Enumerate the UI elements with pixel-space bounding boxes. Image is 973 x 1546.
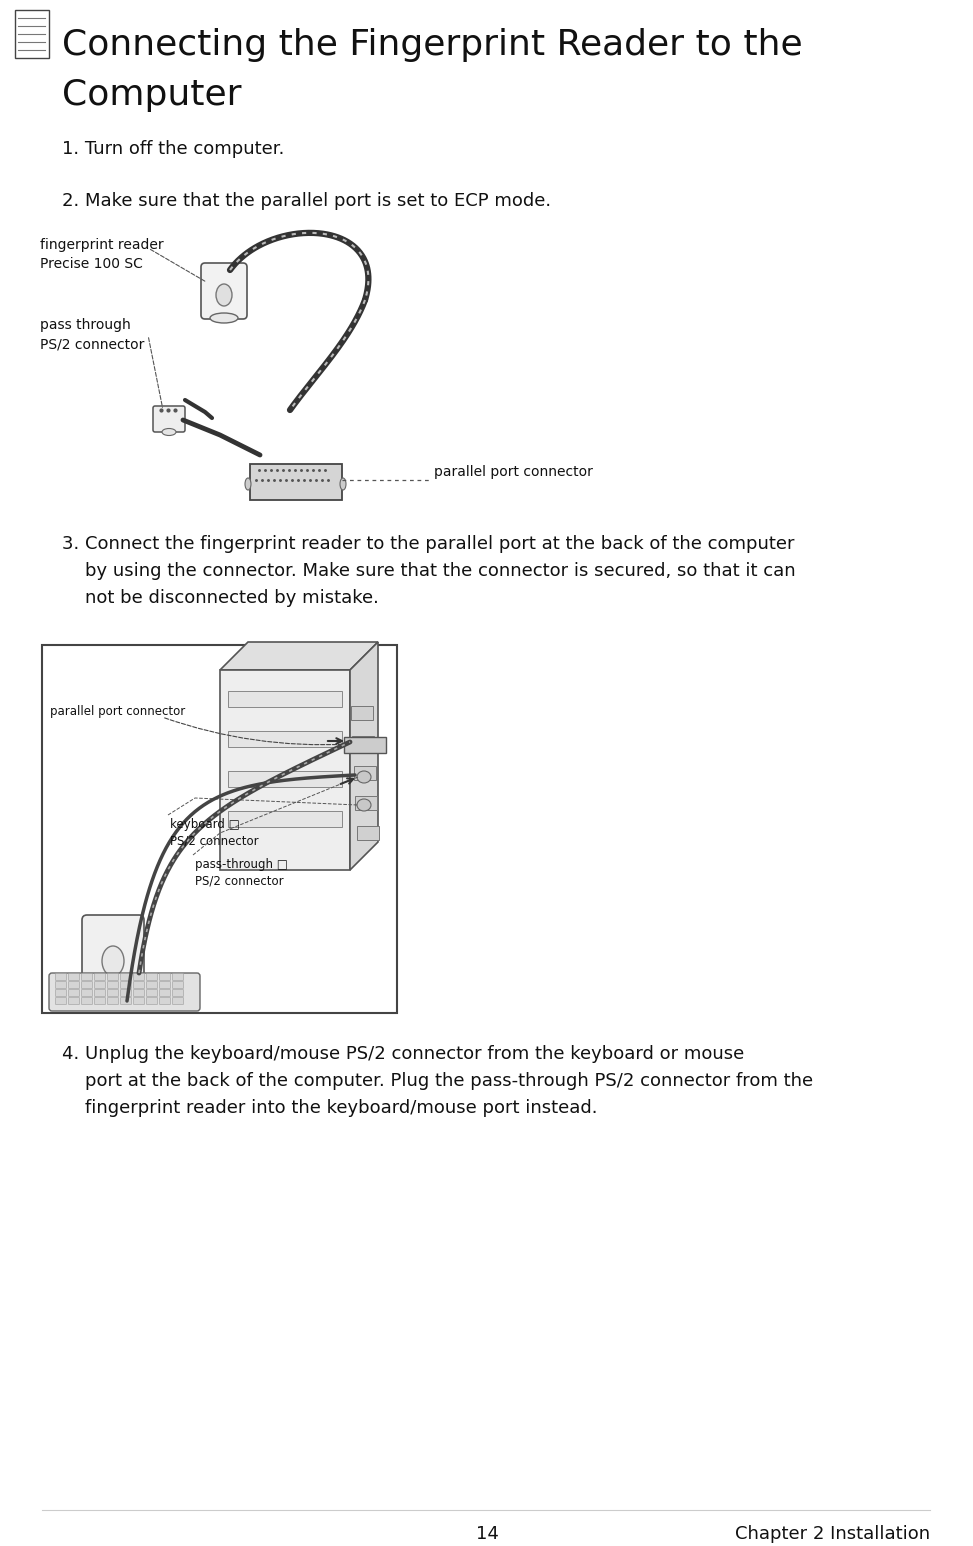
FancyBboxPatch shape (344, 737, 386, 753)
FancyBboxPatch shape (107, 982, 119, 988)
Polygon shape (220, 642, 378, 669)
Text: Chapter 2 Installation: Chapter 2 Installation (735, 1524, 930, 1543)
FancyBboxPatch shape (160, 982, 170, 988)
Bar (355, 796, 377, 810)
FancyBboxPatch shape (82, 974, 92, 980)
FancyBboxPatch shape (133, 974, 145, 980)
FancyBboxPatch shape (107, 989, 119, 997)
FancyBboxPatch shape (94, 989, 105, 997)
Ellipse shape (216, 284, 232, 306)
Text: 1. Turn off the computer.: 1. Turn off the computer. (62, 141, 284, 158)
FancyBboxPatch shape (147, 997, 158, 1005)
Bar (228, 731, 342, 747)
FancyBboxPatch shape (68, 974, 80, 980)
Bar (357, 826, 379, 839)
FancyBboxPatch shape (55, 997, 66, 1005)
FancyBboxPatch shape (107, 974, 119, 980)
Text: pass through
PS/2 connector: pass through PS/2 connector (40, 318, 144, 351)
Ellipse shape (102, 946, 124, 976)
FancyBboxPatch shape (250, 464, 342, 499)
FancyBboxPatch shape (201, 263, 247, 318)
FancyBboxPatch shape (68, 997, 80, 1005)
FancyBboxPatch shape (133, 982, 145, 988)
Bar (228, 691, 342, 707)
Polygon shape (220, 669, 350, 870)
FancyBboxPatch shape (55, 989, 66, 997)
Text: fingerprint reader into the keyboard/mouse port instead.: fingerprint reader into the keyboard/mou… (62, 1099, 597, 1118)
FancyBboxPatch shape (121, 974, 131, 980)
Bar (228, 771, 342, 787)
FancyBboxPatch shape (172, 974, 184, 980)
Text: pass-through □
PS/2 connector: pass-through □ PS/2 connector (195, 858, 288, 887)
FancyBboxPatch shape (160, 974, 170, 980)
Ellipse shape (245, 478, 251, 490)
FancyBboxPatch shape (68, 989, 80, 997)
FancyBboxPatch shape (94, 974, 105, 980)
FancyBboxPatch shape (121, 997, 131, 1005)
Text: fingerprint reader
Precise 100 SC: fingerprint reader Precise 100 SC (40, 238, 163, 272)
FancyBboxPatch shape (133, 989, 145, 997)
FancyBboxPatch shape (121, 989, 131, 997)
FancyBboxPatch shape (49, 972, 200, 1011)
Text: port at the back of the computer. Plug the pass-through PS/2 connector from the: port at the back of the computer. Plug t… (62, 1071, 813, 1090)
Text: by using the connector. Make sure that the connector is secured, so that it can: by using the connector. Make sure that t… (62, 563, 796, 580)
FancyBboxPatch shape (94, 997, 105, 1005)
Ellipse shape (210, 312, 238, 323)
Text: keyboard □
PS/2 connector: keyboard □ PS/2 connector (170, 818, 259, 849)
FancyBboxPatch shape (82, 982, 92, 988)
Text: 2. Make sure that the parallel port is set to ECP mode.: 2. Make sure that the parallel port is s… (62, 192, 551, 210)
Bar (228, 812, 342, 827)
FancyBboxPatch shape (68, 982, 80, 988)
Ellipse shape (357, 771, 371, 782)
FancyBboxPatch shape (172, 989, 184, 997)
FancyBboxPatch shape (82, 997, 92, 1005)
FancyBboxPatch shape (160, 989, 170, 997)
Text: 14: 14 (476, 1524, 498, 1543)
Bar (352, 736, 374, 750)
Text: Computer: Computer (62, 77, 241, 111)
FancyBboxPatch shape (133, 997, 145, 1005)
FancyBboxPatch shape (147, 974, 158, 980)
Ellipse shape (340, 478, 346, 490)
Text: not be disconnected by mistake.: not be disconnected by mistake. (62, 589, 378, 608)
Polygon shape (350, 642, 378, 870)
Bar (351, 707, 373, 720)
FancyBboxPatch shape (15, 9, 49, 59)
Bar (42, 645, 397, 1013)
Text: 4. Unplug the keyboard/mouse PS/2 connector from the keyboard or mouse: 4. Unplug the keyboard/mouse PS/2 connec… (62, 1045, 744, 1064)
FancyBboxPatch shape (82, 915, 144, 993)
FancyBboxPatch shape (94, 982, 105, 988)
Ellipse shape (357, 799, 371, 812)
Text: Connecting the Fingerprint Reader to the: Connecting the Fingerprint Reader to the (62, 28, 803, 62)
Ellipse shape (162, 428, 176, 436)
FancyBboxPatch shape (172, 997, 184, 1005)
Text: 3. Connect the fingerprint reader to the parallel port at the back of the comput: 3. Connect the fingerprint reader to the… (62, 535, 795, 553)
FancyBboxPatch shape (121, 982, 131, 988)
Text: parallel port connector: parallel port connector (434, 465, 593, 479)
FancyBboxPatch shape (172, 982, 184, 988)
Bar (354, 765, 376, 781)
FancyBboxPatch shape (55, 982, 66, 988)
FancyBboxPatch shape (107, 997, 119, 1005)
FancyBboxPatch shape (153, 407, 185, 431)
FancyBboxPatch shape (147, 989, 158, 997)
FancyBboxPatch shape (82, 989, 92, 997)
FancyBboxPatch shape (147, 982, 158, 988)
Text: parallel port connector: parallel port connector (50, 705, 185, 717)
FancyBboxPatch shape (160, 997, 170, 1005)
FancyBboxPatch shape (55, 974, 66, 980)
